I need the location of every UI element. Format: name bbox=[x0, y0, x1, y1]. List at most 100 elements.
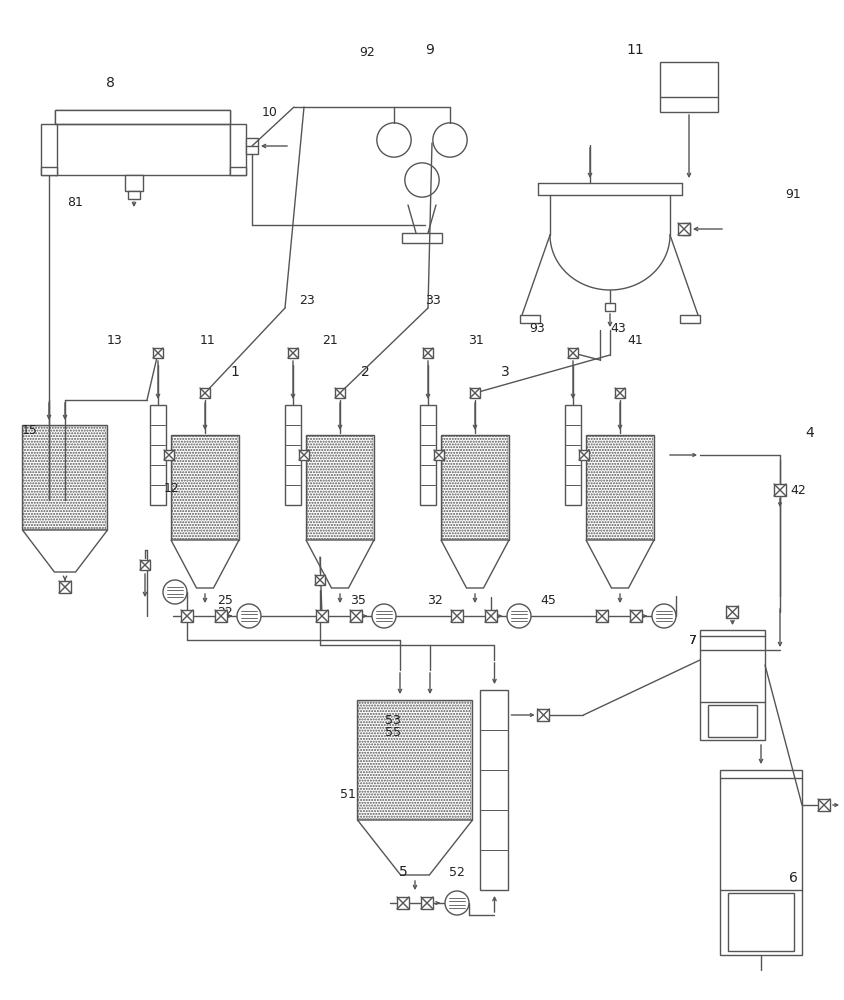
Bar bbox=[306, 436, 372, 539]
Text: 5: 5 bbox=[398, 865, 407, 879]
Bar bbox=[519, 315, 539, 323]
Text: 2: 2 bbox=[360, 365, 369, 379]
Bar bbox=[41, 167, 57, 175]
Bar bbox=[357, 700, 472, 820]
Text: 45: 45 bbox=[539, 593, 555, 606]
Text: 43: 43 bbox=[609, 322, 625, 334]
Text: 81: 81 bbox=[67, 196, 83, 209]
Circle shape bbox=[652, 604, 675, 628]
Circle shape bbox=[506, 604, 530, 628]
Bar bbox=[565, 405, 581, 505]
Polygon shape bbox=[23, 530, 107, 572]
Bar bbox=[306, 435, 374, 540]
Bar bbox=[441, 436, 507, 539]
Bar bbox=[567, 348, 577, 358]
Bar bbox=[59, 581, 71, 593]
Bar bbox=[434, 450, 443, 460]
Bar bbox=[200, 388, 210, 398]
Bar bbox=[140, 560, 150, 570]
Bar bbox=[127, 191, 140, 199]
Bar bbox=[230, 167, 246, 175]
Bar bbox=[699, 630, 764, 740]
Bar bbox=[358, 701, 471, 819]
Bar bbox=[164, 450, 174, 460]
Text: 33: 33 bbox=[425, 294, 441, 306]
Circle shape bbox=[371, 604, 396, 628]
Circle shape bbox=[163, 580, 187, 604]
Text: 22: 22 bbox=[217, 605, 233, 618]
Bar bbox=[726, 606, 738, 618]
Text: 93: 93 bbox=[528, 322, 544, 334]
Bar bbox=[402, 233, 441, 243]
Bar bbox=[358, 701, 471, 819]
Bar bbox=[150, 405, 165, 505]
Text: 35: 35 bbox=[349, 593, 365, 606]
Circle shape bbox=[432, 123, 467, 157]
Bar bbox=[214, 610, 227, 622]
Text: 23: 23 bbox=[299, 294, 315, 306]
Bar bbox=[677, 223, 690, 235]
Text: 25: 25 bbox=[217, 593, 233, 606]
Bar bbox=[420, 897, 432, 909]
Text: 32: 32 bbox=[426, 593, 442, 606]
Bar bbox=[484, 610, 496, 622]
Circle shape bbox=[376, 123, 411, 157]
Bar bbox=[306, 436, 372, 539]
Text: 12: 12 bbox=[164, 482, 180, 494]
Bar bbox=[451, 610, 463, 622]
Bar bbox=[423, 348, 432, 358]
Text: 7: 7 bbox=[688, 634, 696, 647]
Bar bbox=[441, 435, 508, 540]
Text: 91: 91 bbox=[784, 188, 800, 202]
Bar bbox=[24, 426, 106, 529]
Polygon shape bbox=[585, 540, 653, 588]
Text: 15: 15 bbox=[22, 424, 38, 436]
Polygon shape bbox=[357, 820, 472, 875]
Bar bbox=[614, 388, 625, 398]
Bar bbox=[719, 770, 801, 955]
Text: 52: 52 bbox=[448, 865, 464, 879]
Bar bbox=[299, 450, 309, 460]
Text: 55: 55 bbox=[385, 726, 401, 740]
Bar bbox=[537, 709, 549, 721]
Bar bbox=[681, 223, 690, 235]
Bar bbox=[578, 450, 588, 460]
Bar bbox=[480, 690, 508, 890]
Bar bbox=[587, 436, 652, 539]
Bar bbox=[41, 124, 57, 175]
Bar bbox=[55, 110, 230, 124]
Text: 10: 10 bbox=[262, 105, 278, 118]
Bar bbox=[288, 348, 298, 358]
Bar bbox=[153, 348, 163, 358]
Bar bbox=[172, 436, 238, 539]
Text: 1: 1 bbox=[230, 365, 239, 379]
Bar bbox=[24, 426, 106, 529]
Text: 8: 8 bbox=[106, 76, 114, 90]
Bar bbox=[585, 435, 653, 540]
Text: 7: 7 bbox=[688, 634, 696, 647]
Bar bbox=[587, 436, 652, 539]
Bar bbox=[334, 388, 344, 398]
Bar bbox=[817, 799, 829, 811]
Text: 11: 11 bbox=[625, 43, 643, 57]
Bar bbox=[773, 484, 785, 496]
Text: 31: 31 bbox=[468, 334, 484, 347]
Text: 53: 53 bbox=[385, 714, 400, 726]
Bar bbox=[419, 405, 436, 505]
Bar bbox=[230, 124, 246, 175]
Text: 42: 42 bbox=[789, 484, 805, 496]
Bar bbox=[630, 610, 641, 622]
Bar bbox=[23, 425, 107, 530]
Bar bbox=[55, 110, 230, 175]
Polygon shape bbox=[306, 540, 374, 588]
Bar bbox=[604, 303, 614, 311]
Bar bbox=[469, 388, 479, 398]
Text: 21: 21 bbox=[322, 334, 338, 347]
Circle shape bbox=[445, 891, 468, 915]
Bar bbox=[659, 62, 717, 112]
Bar bbox=[316, 610, 327, 622]
Bar bbox=[125, 175, 143, 191]
Text: 11: 11 bbox=[200, 334, 215, 347]
Text: 3: 3 bbox=[500, 365, 509, 379]
Polygon shape bbox=[441, 540, 508, 588]
